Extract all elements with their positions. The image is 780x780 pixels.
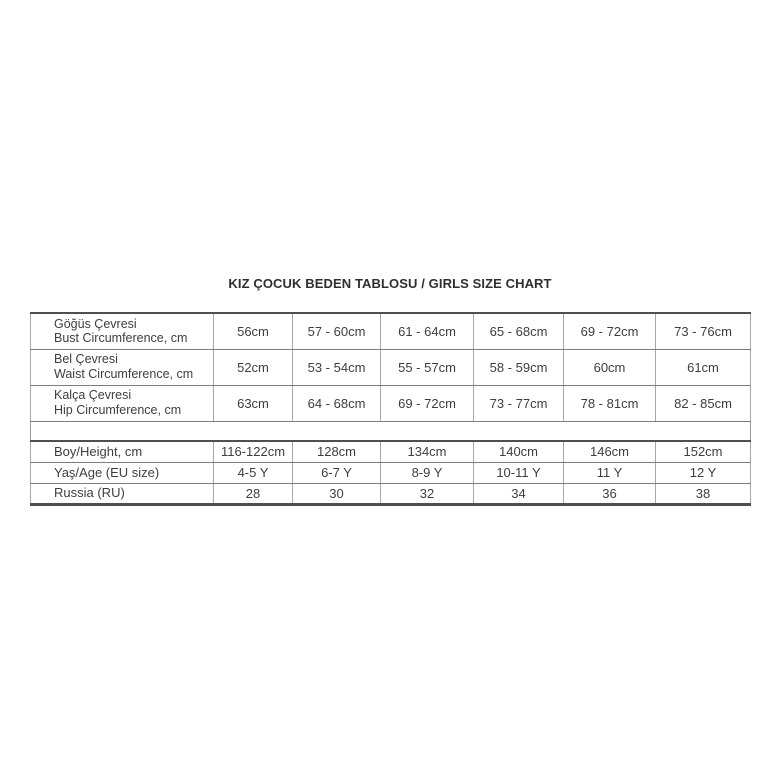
table-cell: 58 - 59cm: [473, 348, 564, 386]
table-cell: 60cm: [563, 348, 656, 386]
size-chart-table: Göğüs Çevresi Bust Circumference, cm 56c…: [30, 312, 751, 506]
table-cell: 134cm: [380, 440, 474, 463]
table-row-bust: Göğüs Çevresi Bust Circumference, cm 56c…: [30, 312, 751, 350]
table-cell: 8-9 Y: [380, 461, 474, 484]
row-label-bust: Göğüs Çevresi Bust Circumference, cm: [30, 312, 214, 350]
table-cell: 4-5 Y: [213, 461, 293, 484]
row-label-height: Boy/Height, cm: [30, 440, 214, 463]
table-cell: 10-11 Y: [473, 461, 564, 484]
table-cell: 30: [292, 482, 381, 505]
table-cell: 52cm: [213, 348, 293, 386]
table-cell: 82 - 85cm: [655, 384, 751, 422]
table-cell: 36: [563, 482, 656, 505]
table-cell: 57 - 60cm: [292, 312, 381, 350]
table-row-waist: Bel Çevresi Waist Circumference, cm 52cm…: [30, 348, 751, 386]
table-cell: 63cm: [213, 384, 293, 422]
spacer-row: [30, 420, 751, 442]
row-label-english: Bust Circumference, cm: [54, 331, 188, 346]
table-cell: 152cm: [655, 440, 751, 463]
table-cell: 6-7 Y: [292, 461, 381, 484]
table-cell: 34: [473, 482, 564, 505]
table-cell: 61 - 64cm: [380, 312, 474, 350]
table-cell: 56cm: [213, 312, 293, 350]
table-cell: 73 - 77cm: [473, 384, 564, 422]
table-cell: 12 Y: [655, 461, 751, 484]
table-cell: 64 - 68cm: [292, 384, 381, 422]
table-cell: 28: [213, 482, 293, 505]
spacer-cell: [30, 420, 751, 442]
row-label-english: Hip Circumference, cm: [54, 403, 182, 417]
table-cell: 61cm: [655, 348, 751, 386]
row-label-waist: Bel Çevresi Waist Circumference, cm: [30, 348, 214, 386]
row-label-turkish: Kalça Çevresi: [54, 388, 132, 403]
row-label-hip: Kalça Çevresi Hip Circumference, cm: [30, 384, 214, 422]
row-label-turkish: Bel Çevresi: [54, 352, 118, 367]
table-cell: 69 - 72cm: [563, 312, 656, 350]
table-cell: 32: [380, 482, 474, 505]
table-cell: 78 - 81cm: [563, 384, 656, 422]
row-label-russia: Russia (RU): [30, 482, 214, 505]
table-cell: 146cm: [563, 440, 656, 463]
table-cell: 116-122cm: [213, 440, 293, 463]
row-label-english: Waist Circumference, cm: [54, 367, 194, 381]
table-row-height: Boy/Height, cm 116-122cm 128cm 134cm 140…: [30, 440, 751, 463]
row-label-age: Yaş/Age (EU size): [30, 461, 214, 484]
row-label-turkish: Göğüs Çevresi: [54, 316, 137, 331]
table-cell: 55 - 57cm: [380, 348, 474, 386]
table-row-hip: Kalça Çevresi Hip Circumference, cm 63cm…: [30, 384, 751, 422]
table-cell: 140cm: [473, 440, 564, 463]
page-title: KIZ ÇOCUK BEDEN TABLOSU / GIRLS SIZE CHA…: [228, 276, 552, 291]
table-cell: 53 - 54cm: [292, 348, 381, 386]
table-row-age: Yaş/Age (EU size) 4-5 Y 6-7 Y 8-9 Y 10-1…: [30, 461, 751, 484]
table-cell: 73 - 76cm: [655, 312, 751, 350]
table-cell: 65 - 68cm: [473, 312, 564, 350]
table-cell: 38: [655, 482, 751, 505]
table-cell: 69 - 72cm: [380, 384, 474, 422]
table-row-russia: Russia (RU) 28 30 32 34 36 38: [30, 482, 751, 505]
table-cell: 128cm: [292, 440, 381, 463]
table-cell: 11 Y: [563, 461, 656, 484]
